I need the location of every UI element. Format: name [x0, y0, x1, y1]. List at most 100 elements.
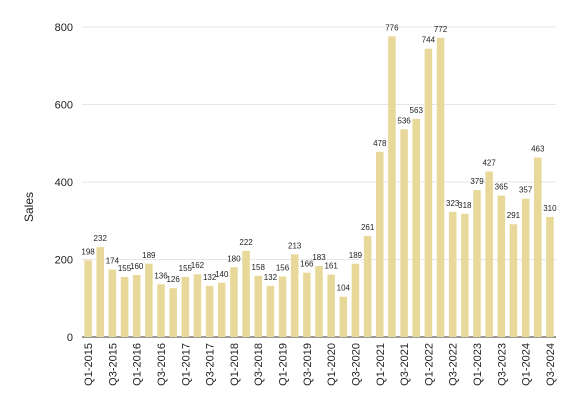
x-tick-label: Q1-2018 — [229, 343, 241, 386]
data-label: 379 — [470, 177, 484, 186]
data-label: 772 — [434, 25, 448, 34]
bar — [327, 274, 335, 337]
data-label: 744 — [422, 36, 436, 45]
data-label: 198 — [81, 247, 95, 256]
data-label: 155 — [118, 264, 132, 273]
data-label: 323 — [446, 199, 460, 208]
x-tick-label: Q3-2016 — [156, 343, 168, 386]
bar — [181, 276, 190, 337]
x-axis-ticks: Q1-2015 Q3-2015 Q1-2016 Q3-2016 Q1-2017 Q3-20… — [83, 343, 557, 386]
data-label: 180 — [227, 254, 241, 263]
data-labels: 1982321741551601891361261551621321401802… — [81, 23, 557, 292]
y-tick-label: 800 — [55, 22, 73, 34]
bar — [351, 263, 360, 337]
x-tick-label: Q3-2023 — [496, 343, 508, 386]
bar — [509, 224, 518, 337]
bar — [266, 285, 275, 337]
x-tick-label: Q1-2020 — [326, 343, 338, 386]
data-label: 261 — [361, 223, 375, 232]
y-tick-label: 0 — [67, 332, 73, 344]
data-label: 189 — [142, 251, 156, 260]
bar — [132, 275, 141, 337]
bar — [315, 266, 323, 337]
x-tick-label: Q3-2021 — [399, 343, 411, 386]
data-label: 318 — [458, 201, 472, 210]
bar — [424, 48, 433, 337]
bar — [473, 190, 481, 337]
bar — [461, 213, 469, 337]
bar — [521, 198, 530, 337]
data-label: 222 — [239, 238, 253, 247]
x-tick-label: Q3-2018 — [253, 343, 265, 386]
data-label: 155 — [179, 264, 193, 273]
bar — [84, 260, 92, 337]
x-tick-label: Q1-2019 — [278, 343, 290, 386]
data-label: 463 — [531, 145, 545, 154]
data-label: 291 — [507, 211, 521, 220]
bar — [96, 247, 104, 337]
data-label: 132 — [264, 273, 278, 282]
x-tick-label: Q3-2020 — [350, 343, 362, 386]
x-tick-label: Q1-2021 — [375, 343, 387, 386]
x-tick-label: Q1-2016 — [132, 343, 144, 386]
bar — [436, 37, 445, 337]
y-tick-label: 400 — [55, 177, 73, 189]
data-label: 183 — [312, 253, 326, 262]
data-label: 132 — [203, 273, 217, 282]
data-label: 160 — [130, 262, 144, 271]
bar — [145, 263, 153, 337]
data-label: 162 — [191, 261, 205, 270]
data-label: 232 — [94, 234, 108, 243]
data-label: 536 — [397, 116, 411, 125]
bar — [205, 285, 214, 337]
bar — [497, 195, 506, 337]
bar — [388, 36, 396, 338]
data-label: 104 — [337, 284, 351, 293]
bar — [303, 272, 311, 337]
data-label: 478 — [373, 139, 387, 148]
data-label: 126 — [166, 275, 180, 284]
data-label: 189 — [349, 251, 363, 260]
x-tick-label: Q3-2015 — [107, 343, 119, 386]
bar — [157, 284, 165, 337]
data-label: 140 — [215, 270, 229, 279]
data-label: 166 — [300, 260, 314, 269]
x-tick-label: Q3-2024 — [545, 343, 557, 386]
x-tick-label: Q1-2024 — [521, 343, 533, 386]
data-label: 136 — [154, 271, 168, 280]
data-label: 776 — [385, 23, 399, 32]
x-tick-label: Q3-2022 — [448, 343, 460, 386]
data-label: 365 — [495, 183, 509, 192]
data-label: 156 — [276, 264, 290, 273]
bar — [412, 118, 420, 337]
y-axis-title: Sales — [22, 192, 36, 222]
y-tick-label: 600 — [55, 100, 73, 112]
bar — [242, 250, 250, 337]
bar — [218, 282, 226, 337]
x-tick-label: Q3-2019 — [302, 343, 314, 386]
bar — [376, 151, 384, 337]
x-tick-label: Q1-2017 — [180, 343, 192, 386]
bar — [546, 216, 554, 338]
bar — [108, 269, 117, 337]
bar — [169, 288, 177, 337]
bar — [485, 171, 493, 337]
data-label: 213 — [288, 241, 302, 250]
data-label: 310 — [543, 204, 557, 213]
y-axis-ticks: 0 200 400 600 800 — [55, 22, 73, 344]
bar — [254, 275, 262, 337]
data-label: 174 — [106, 257, 120, 266]
bar — [534, 157, 542, 337]
data-label: 427 — [482, 159, 496, 168]
bar — [363, 235, 372, 337]
bar — [278, 276, 287, 337]
x-tick-label: Q3-2017 — [205, 343, 217, 386]
data-label: 357 — [519, 186, 533, 195]
bar — [290, 254, 299, 337]
y-tick-label: 200 — [55, 255, 73, 267]
data-label: 158 — [252, 263, 266, 272]
bar — [120, 276, 129, 337]
x-tick-label: Q1-2023 — [472, 343, 484, 386]
x-tick-label: Q1-2022 — [423, 343, 435, 386]
